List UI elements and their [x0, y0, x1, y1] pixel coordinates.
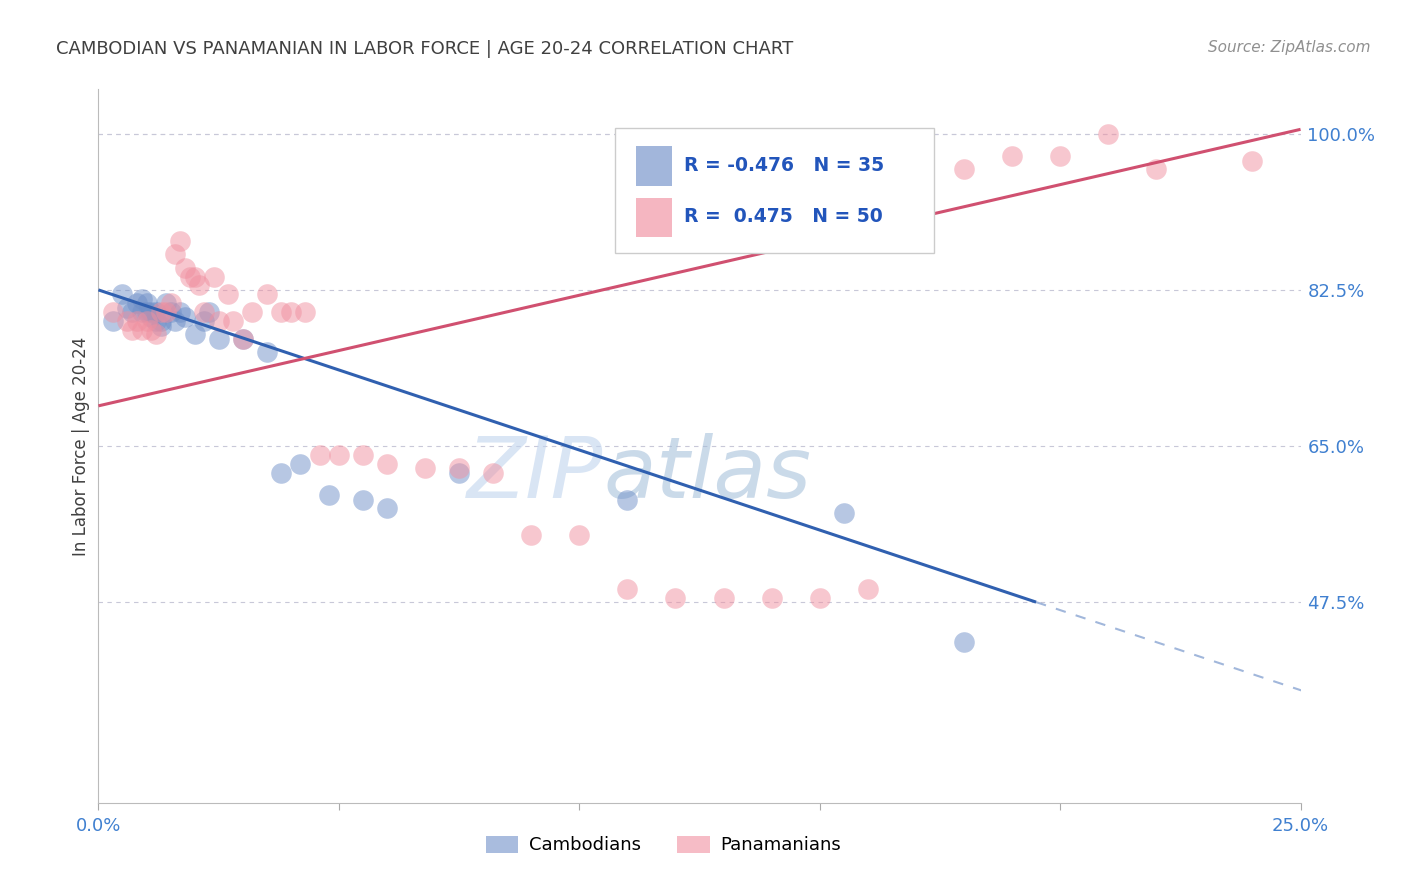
Point	[111, 287, 134, 301]
Point	[447, 461, 470, 475]
Point	[761, 591, 783, 605]
Point	[169, 234, 191, 248]
Point	[188, 278, 211, 293]
Text: CAMBODIAN VS PANAMANIAN IN LABOR FORCE | AGE 20-24 CORRELATION CHART: CAMBODIAN VS PANAMANIAN IN LABOR FORCE |…	[56, 40, 793, 58]
Point	[193, 314, 215, 328]
Text: Source: ZipAtlas.com: Source: ZipAtlas.com	[1208, 40, 1371, 55]
Point	[222, 314, 245, 328]
Point	[208, 332, 231, 346]
Point	[141, 310, 163, 324]
Point	[294, 305, 316, 319]
Point	[169, 305, 191, 319]
Point	[101, 314, 124, 328]
Point	[198, 305, 221, 319]
Point	[183, 327, 205, 342]
Point	[159, 296, 181, 310]
Point	[145, 314, 167, 328]
Point	[101, 305, 124, 319]
Point	[953, 635, 976, 649]
Point	[141, 305, 163, 319]
Point	[165, 314, 187, 328]
Point	[415, 461, 437, 475]
Point	[270, 466, 292, 480]
Point	[208, 314, 231, 328]
Point	[145, 305, 167, 319]
Point	[135, 296, 157, 310]
Point	[125, 296, 148, 310]
Point	[149, 305, 172, 319]
Y-axis label: In Labor Force | Age 20-24: In Labor Force | Age 20-24	[72, 336, 90, 556]
Text: R =  0.475   N = 50: R = 0.475 N = 50	[683, 208, 883, 227]
Point	[1144, 162, 1167, 177]
Point	[183, 269, 205, 284]
Point	[202, 269, 225, 284]
Point	[270, 305, 292, 319]
Point	[141, 323, 163, 337]
Point	[232, 332, 254, 346]
Point	[131, 305, 153, 319]
Point	[568, 528, 591, 542]
Point	[856, 582, 879, 596]
Point	[447, 466, 470, 480]
Point	[240, 305, 263, 319]
Point	[1001, 149, 1024, 163]
Point	[616, 492, 638, 507]
Point	[953, 162, 976, 177]
Point	[217, 287, 239, 301]
Point	[179, 269, 201, 284]
Point	[131, 323, 153, 337]
Point	[256, 345, 278, 359]
Point	[117, 301, 139, 315]
Point	[155, 296, 177, 310]
Point	[1097, 127, 1119, 141]
Point	[713, 591, 735, 605]
Point	[290, 457, 312, 471]
Point	[832, 506, 855, 520]
Point	[1241, 153, 1264, 168]
Point	[193, 305, 215, 319]
Point	[174, 260, 197, 275]
Point	[904, 153, 927, 168]
Point	[808, 591, 831, 605]
Point	[280, 305, 302, 319]
Bar	[636, 146, 672, 186]
Point	[131, 292, 153, 306]
Text: atlas: atlas	[603, 433, 811, 516]
Point	[375, 501, 398, 516]
Point	[117, 314, 139, 328]
Point	[165, 247, 187, 261]
Point	[481, 466, 503, 480]
Point	[174, 310, 197, 324]
Point	[308, 448, 330, 462]
Point	[318, 488, 340, 502]
Point	[125, 314, 148, 328]
Point	[616, 582, 638, 596]
Point	[328, 448, 350, 462]
FancyBboxPatch shape	[616, 128, 934, 253]
Text: ZIP: ZIP	[467, 433, 603, 516]
Point	[121, 305, 143, 319]
Point	[135, 305, 157, 319]
Text: R = -0.476   N = 35: R = -0.476 N = 35	[683, 156, 884, 175]
Point	[232, 332, 254, 346]
Point	[664, 591, 686, 605]
Point	[145, 327, 167, 342]
Point	[375, 457, 398, 471]
Point	[352, 448, 374, 462]
Point	[149, 318, 172, 333]
Point	[135, 314, 157, 328]
Legend: Cambodians, Panamanians: Cambodians, Panamanians	[478, 829, 848, 862]
Point	[520, 528, 543, 542]
Point	[256, 287, 278, 301]
Point	[1049, 149, 1071, 163]
Point	[155, 305, 177, 319]
Point	[352, 492, 374, 507]
Point	[149, 314, 172, 328]
Bar	[636, 198, 672, 237]
Point	[121, 323, 143, 337]
Point	[159, 305, 181, 319]
